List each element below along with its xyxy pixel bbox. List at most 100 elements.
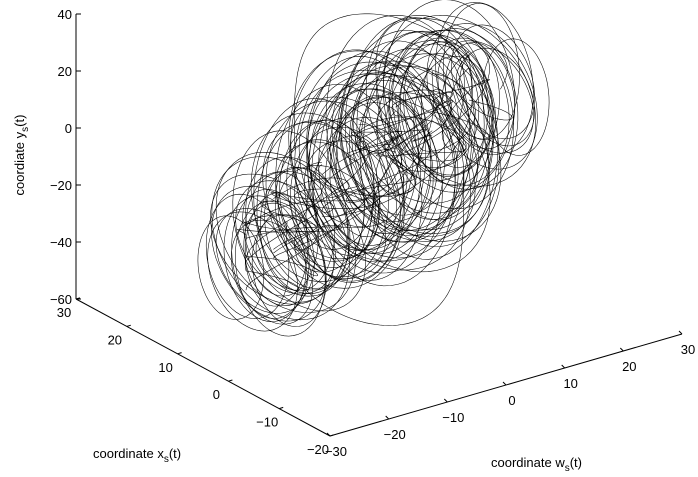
trajectory-loop: [197, 215, 265, 320]
w-tick-mark: [385, 415, 390, 420]
trajectory-loop: [437, 40, 534, 154]
w-axis-label: coordinate ws(t): [491, 455, 582, 474]
w-tick-mark: [678, 330, 683, 335]
x-tick-mark: [126, 324, 131, 327]
trajectory-strand: [395, 89, 453, 142]
trajectory-loop: [363, 53, 500, 247]
trajectory-strand: [395, 51, 470, 156]
trajectory-strand: [321, 144, 396, 175]
trajectory-strand: [245, 214, 323, 251]
trajectory-loop: [298, 69, 471, 271]
trajectory-loop: [215, 208, 308, 314]
trajectory-loop: [294, 117, 404, 283]
y-tick-label: 40: [58, 7, 72, 22]
trajectory-loop: [384, 53, 493, 221]
trajectory-loop: [235, 180, 336, 295]
tick-labels: −60−40−2002040−20−100102030−30−20−100102…: [50, 7, 695, 459]
trajectory-loop: [335, 96, 432, 234]
y-axis-label: coordiate ys(t): [12, 115, 31, 196]
x-axis-label: coordinate xs(t): [93, 446, 181, 465]
trajectory-loop: [351, 66, 502, 242]
trajectory-loop: [275, 139, 365, 273]
trajectory-loop: [356, 30, 494, 231]
trajectory-strand: [354, 100, 454, 148]
trajectory-loop: [210, 173, 335, 305]
trajectory-loop: [344, 17, 485, 232]
x-tick-label: 0: [213, 387, 220, 402]
trajectory-loop: [349, 48, 472, 237]
trajectory-loop: [383, 0, 516, 193]
y-tick-label: −40: [50, 235, 72, 250]
trajectory-loop: [443, 3, 520, 140]
trajectory-strand: [387, 97, 464, 172]
trajectory-loop: [383, 15, 536, 187]
trajectory-strand: [318, 158, 417, 197]
x-tick-mark: [279, 406, 284, 410]
x-tick-label: 20: [108, 332, 122, 347]
trajectory-loop: [365, 15, 489, 182]
y-tick-label: −20: [50, 178, 72, 193]
trajectory-strand: [432, 67, 489, 140]
w-tick-label: 10: [563, 376, 577, 391]
x-tick-mark: [177, 352, 182, 355]
trajectory-excursion: [375, 17, 508, 124]
trajectory-loop: [336, 30, 470, 243]
w-tick-label: 0: [508, 393, 515, 408]
trajectory-strand: [308, 162, 366, 225]
trajectory-strand: [354, 91, 454, 158]
trajectory-loop: [400, 41, 493, 176]
w-tick-label: −10: [442, 410, 464, 425]
trajectory-loop: [290, 96, 408, 228]
trajectory-loop: [311, 72, 456, 287]
trajectory-loop: [326, 88, 438, 222]
trajectory-strand: [358, 116, 416, 157]
w-tick-label: 30: [681, 342, 695, 357]
trajectory-loop: [459, 47, 535, 147]
trajectory-strand: [245, 193, 323, 277]
trajectory-strand: [273, 177, 359, 199]
trajectory-loop: [318, 74, 427, 246]
trajectory-loop: [250, 112, 376, 282]
w-tick-label: −20: [384, 427, 406, 442]
y-tick-label: 0: [65, 121, 72, 136]
trajectory-loop: [340, 40, 460, 216]
trajectory-loop: [329, 80, 459, 243]
trajectory-strand: [358, 68, 433, 192]
trajectory-loop: [251, 214, 327, 327]
trajectory-loop: [232, 130, 349, 303]
x-tick-mark: [75, 297, 81, 300]
trajectory-loop: [262, 122, 381, 262]
trajectory-strand: [358, 138, 416, 195]
trajectory-loop: [265, 100, 405, 289]
x-tick-label: −10: [256, 415, 278, 430]
trajectory-loop: [392, 29, 510, 187]
trajectory-loop: [259, 166, 335, 292]
trajectory-strand: [270, 191, 377, 209]
trajectory-loop: [445, 42, 515, 150]
trajectory-strand: [236, 229, 308, 250]
trajectory-loop: [388, 34, 494, 177]
w-tick-label: 20: [622, 359, 636, 374]
trajectory-strand: [245, 95, 399, 291]
trajectory-strand: [245, 188, 322, 262]
trajectory-loop: [243, 202, 315, 306]
trajectory-loop: [358, 92, 478, 214]
trajectory-loop: [307, 88, 443, 274]
trajectory-loop: [307, 72, 491, 273]
trajectory-strand: [245, 212, 300, 291]
trajectory-strand: [321, 55, 473, 217]
trajectory-loop: [403, 28, 519, 190]
trajectory-loop: [207, 211, 298, 332]
trajectory-loop: [435, 2, 534, 155]
w-tick-mark: [443, 398, 448, 403]
trajectory-loop: [211, 156, 350, 321]
y-tick-label: 20: [58, 64, 72, 79]
trajectory-excursion: [286, 170, 464, 326]
trajectory-loop: [352, 75, 479, 204]
trajectory-strand: [245, 188, 359, 226]
x-tick-label: 30: [57, 305, 71, 320]
trajectory-loop: [398, 37, 465, 158]
w-tick-mark: [326, 432, 331, 437]
trajectory-strand: [272, 163, 405, 202]
